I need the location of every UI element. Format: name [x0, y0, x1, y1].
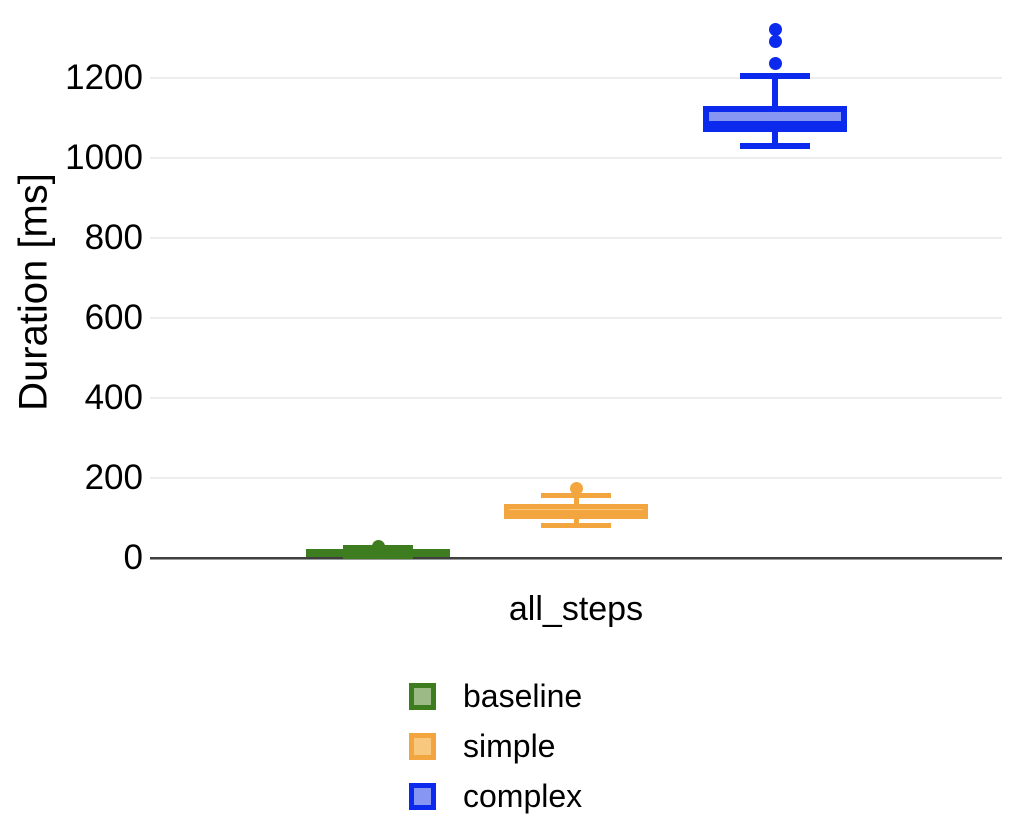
gridline — [150, 317, 1002, 319]
y-tick-label: 400 — [84, 378, 143, 417]
complex-box — [703, 106, 847, 132]
gridline — [150, 237, 1002, 239]
legend-item-baseline: baseline — [409, 679, 582, 713]
baseline-swatch-icon — [409, 682, 436, 710]
y-axis-title: Duration [ms] — [11, 173, 56, 411]
legend-label: simple — [463, 728, 556, 764]
x-axis-line — [150, 557, 1002, 559]
complex-lower-whisker — [772, 132, 778, 146]
gridline — [150, 477, 1002, 479]
gridline — [150, 157, 1002, 159]
legend-label: baseline — [463, 678, 583, 714]
legend-item-complex: complex — [409, 779, 582, 813]
simple-lower-whisker — [573, 519, 579, 526]
simple-lower-cap — [541, 522, 611, 528]
y-tick-label: 200 — [84, 458, 143, 497]
simple-outlier-point — [569, 481, 583, 495]
complex-outlier-point — [768, 56, 782, 70]
complex-swatch-icon — [409, 782, 436, 810]
complex-outlier-point — [768, 34, 782, 48]
y-tick-label: 1200 — [65, 58, 143, 97]
complex-lower-cap — [740, 143, 810, 149]
complex-median-line — [709, 120, 841, 128]
y-tick-label: 800 — [84, 218, 143, 257]
simple-upper-whisker — [573, 495, 579, 504]
simple-median-line — [509, 510, 643, 514]
y-tick-label: 600 — [84, 298, 143, 337]
x-axis-line-shadow — [150, 559, 1002, 560]
x-axis-category-label: all_steps — [508, 590, 644, 628]
complex-outlier-point — [768, 22, 782, 36]
gridline — [150, 77, 1002, 79]
complex-upper-cap — [740, 73, 810, 79]
simple-upper-cap — [541, 492, 611, 498]
baseline-outlier-point — [371, 539, 385, 553]
complex-upper-whisker — [772, 76, 778, 106]
legend-label: complex — [463, 778, 583, 814]
simple-swatch-icon — [409, 732, 436, 760]
y-tick-label: 1000 — [65, 138, 143, 177]
gridline — [150, 397, 1002, 399]
y-tick-label: 0 — [123, 538, 143, 577]
legend-item-simple: simple — [409, 729, 555, 763]
